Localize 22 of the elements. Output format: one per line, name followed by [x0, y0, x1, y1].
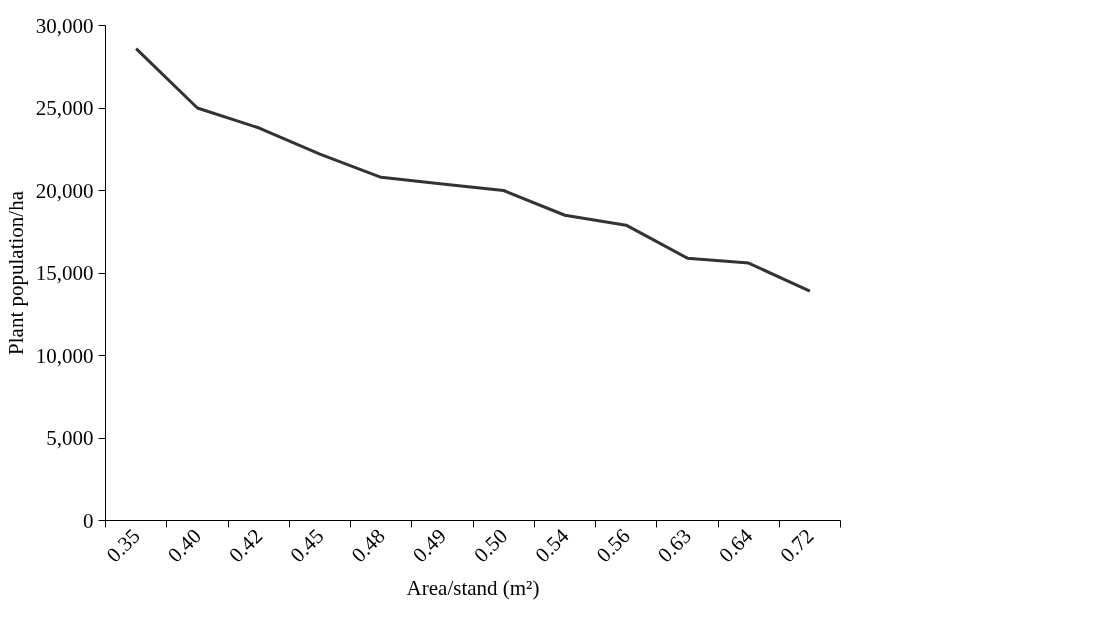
y-tick-label: 15,000	[35, 261, 94, 285]
x-tick-label: 0.64	[714, 523, 758, 567]
x-tick-label: 0.48	[346, 524, 390, 567]
x-tick-label: 0.56	[591, 524, 635, 567]
y-tick-label: 30,000	[35, 13, 94, 38]
x-tick-label: 0.35	[101, 524, 145, 567]
y-axis-title: Plant population/ha	[3, 190, 28, 355]
y-tick-label: 25,000	[35, 96, 94, 120]
x-tick-label: 0.45	[285, 524, 329, 567]
y-tick-label: 10,000	[35, 343, 94, 368]
x-tick-label: 0.42	[224, 524, 268, 567]
line-series	[134, 47, 812, 293]
x-tick-label: 0.72	[775, 524, 819, 567]
x-tick-label: 0.40	[162, 524, 206, 567]
x-tick-label: 0.63	[652, 524, 696, 567]
y-tick-label: 5,000	[46, 426, 94, 450]
x-axis-title: Area/stand (m²)	[406, 576, 540, 601]
x-tick-label: 0.50	[469, 524, 513, 567]
y-tick-label: 0	[83, 508, 94, 533]
x-tick-label: 0.54	[530, 523, 574, 567]
y-tick-label: 20,000	[35, 178, 94, 203]
x-tick-label: 0.49	[407, 524, 451, 567]
